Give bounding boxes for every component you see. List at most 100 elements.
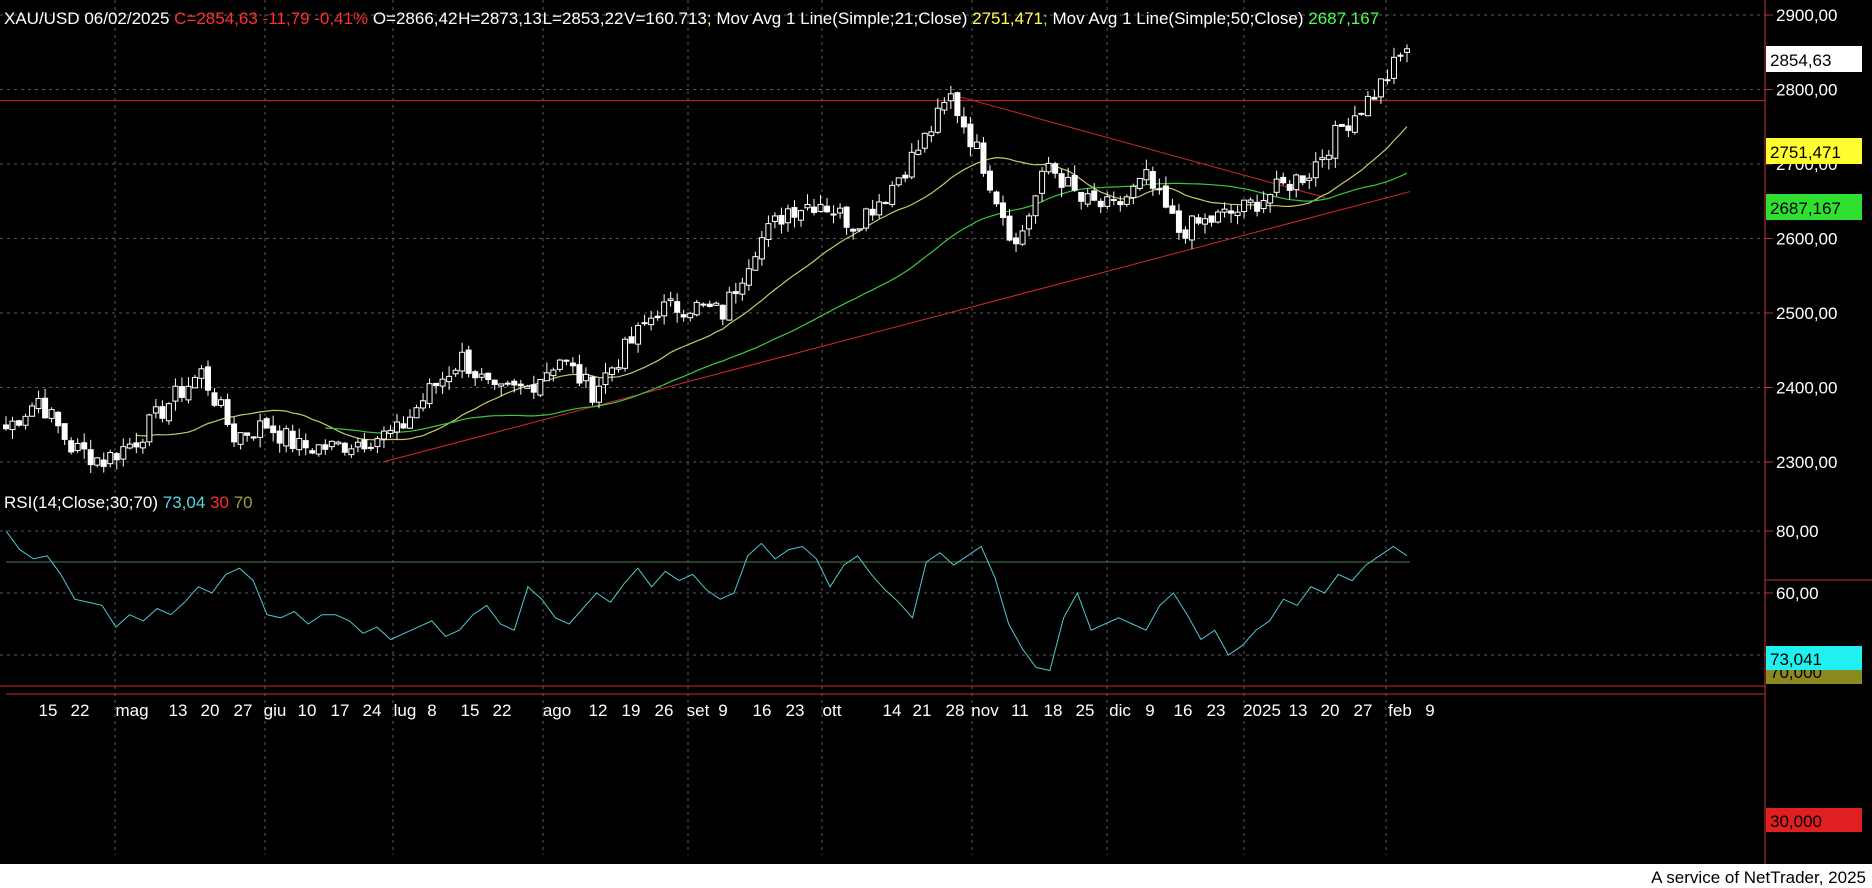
candle-body <box>524 385 531 389</box>
candle-body <box>863 208 870 229</box>
candle-body <box>804 203 811 209</box>
candle-body <box>1325 154 1332 160</box>
candle-body <box>231 423 238 443</box>
date-tick-label: 27 <box>234 701 253 720</box>
date-axis: 15 22 mag 13 20 27 giu 10 17 24 lug 8 15 22 ago 12 19 26 s… <box>39 701 1435 720</box>
date-tick-label: 24 <box>363 701 382 720</box>
candle-body <box>999 202 1006 219</box>
candle-body <box>1312 161 1319 179</box>
candle-body <box>569 362 576 367</box>
candle-body <box>837 207 844 214</box>
date-tick-label: 15 <box>39 701 58 720</box>
date-tick-label: 22 <box>493 701 512 720</box>
date-tick-label: feb <box>1388 701 1412 720</box>
candle-body <box>139 441 146 449</box>
candle-body <box>315 444 322 455</box>
candle-body <box>393 421 400 433</box>
candle-body <box>648 317 655 326</box>
candle-body <box>263 418 270 429</box>
candle-body <box>257 420 264 438</box>
candle-body <box>622 338 629 369</box>
header-ma50-label: Mov Avg 1 Line(Simple;50;Close) <box>1052 9 1303 28</box>
candle-body <box>726 291 733 321</box>
candle-body <box>915 149 922 155</box>
candle-body <box>1273 178 1280 193</box>
date-tick-label: giu <box>264 701 287 720</box>
candle-body <box>1286 183 1293 191</box>
date-tick-label: set <box>687 701 710 720</box>
rsi-line <box>5 530 1765 695</box>
candle-body <box>1280 176 1287 184</box>
candle-body <box>172 385 179 402</box>
candle-body <box>465 349 472 374</box>
candle-body <box>713 302 720 306</box>
candle-body <box>81 442 88 450</box>
date-tick-label: ago <box>543 701 571 720</box>
trendlines <box>0 96 1765 463</box>
candlesticks <box>3 44 1410 473</box>
price-badge: 2854,63 <box>1770 51 1831 70</box>
candle-body <box>3 424 9 430</box>
candle-body <box>94 457 101 466</box>
rsi-badge: 73,041 <box>1770 650 1822 669</box>
candle-body <box>1104 196 1111 207</box>
candle-body <box>941 102 948 111</box>
rsi-header-upper: 70 <box>234 493 253 512</box>
date-tick-label: 11 <box>1011 701 1029 720</box>
candle-body <box>784 208 791 224</box>
candle-body <box>817 203 824 213</box>
date-tick-label: 9 <box>718 701 727 720</box>
date-tick-label: 9 <box>1425 701 1434 720</box>
candle-body <box>205 366 212 391</box>
candle-body <box>1136 177 1143 189</box>
candle-body <box>1267 194 1274 204</box>
candle-body <box>1293 174 1300 191</box>
candle-body <box>1065 176 1072 187</box>
rsi-header-lower: 30 <box>210 493 229 512</box>
candle-body <box>1254 201 1261 212</box>
rsi-header: RSI(14;Close;30;70) 73,04 30 70 <box>4 493 253 512</box>
ma21-badge: 2751,471 <box>1770 143 1841 162</box>
candle-body <box>87 449 94 466</box>
candle-body <box>1358 112 1365 115</box>
candle-body <box>178 386 185 398</box>
candle-body <box>120 446 127 460</box>
candle-body <box>152 406 159 414</box>
candle-body <box>1182 229 1189 239</box>
price-tick-label: 2500,00 <box>1776 304 1837 323</box>
candle-body <box>824 205 831 213</box>
candle-body <box>908 151 915 178</box>
candle-body <box>758 237 765 260</box>
candle-body <box>1234 211 1241 217</box>
candle-body <box>100 459 107 467</box>
candle-body <box>322 444 329 450</box>
date-tick-label: 15 <box>461 701 480 720</box>
candle-body <box>1032 195 1039 217</box>
candle-body <box>882 202 889 205</box>
date-tick-label: dic <box>1109 701 1131 720</box>
price-tick-label: 2600,00 <box>1776 230 1837 249</box>
header-ma21-value: 2751,471 <box>972 9 1043 28</box>
rsi-badge-bg <box>1766 646 1862 670</box>
candle-body <box>778 214 785 225</box>
candle-body <box>211 392 218 406</box>
header-high: H=2873,13 <box>458 9 542 28</box>
candle-body <box>934 107 941 133</box>
candle-body <box>218 399 225 406</box>
candle-body <box>276 430 283 444</box>
candle-body <box>485 372 492 380</box>
candle-body <box>159 406 166 419</box>
date-tick-label: 17 <box>331 701 350 720</box>
date-tick-label: 22 <box>71 701 90 720</box>
candle-body <box>556 359 563 370</box>
candle-body <box>661 301 668 317</box>
ma50-badge-bg <box>1766 194 1862 220</box>
candle-body <box>1078 191 1085 202</box>
candle-body <box>55 411 62 427</box>
price-badge-bg <box>1766 46 1862 72</box>
candle-body <box>960 116 967 128</box>
candle-body <box>1188 215 1195 241</box>
candle-body <box>1026 215 1033 230</box>
candle-body <box>289 430 296 449</box>
